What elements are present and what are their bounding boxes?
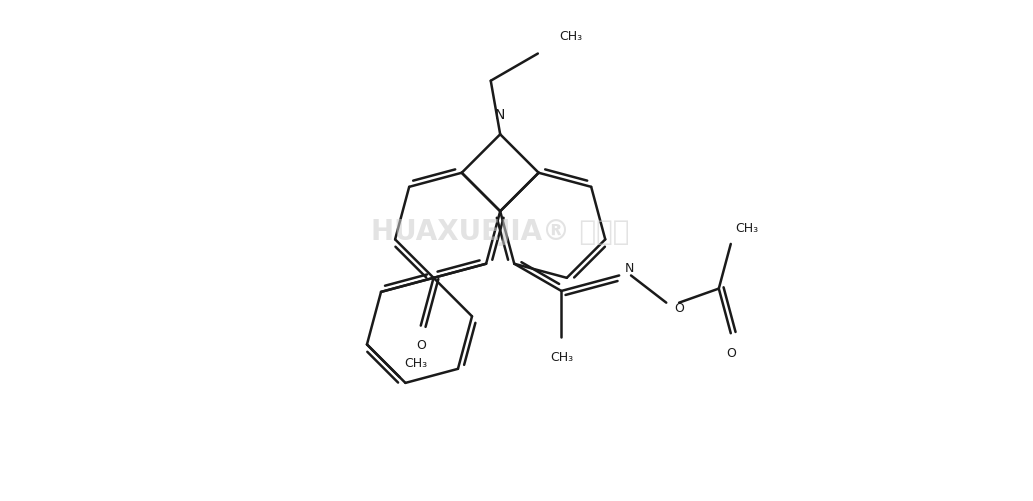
Text: CH₃: CH₃	[405, 357, 428, 370]
Text: CH₃: CH₃	[550, 350, 573, 363]
Text: CH₃: CH₃	[735, 221, 759, 234]
Text: N: N	[625, 262, 634, 275]
Text: O: O	[726, 346, 735, 359]
Text: HUAXUEJIA® 化学加: HUAXUEJIA® 化学加	[371, 218, 629, 245]
Text: O: O	[675, 302, 684, 315]
Text: O: O	[416, 339, 426, 352]
Text: CH₃: CH₃	[560, 30, 583, 43]
Text: N: N	[495, 108, 505, 122]
